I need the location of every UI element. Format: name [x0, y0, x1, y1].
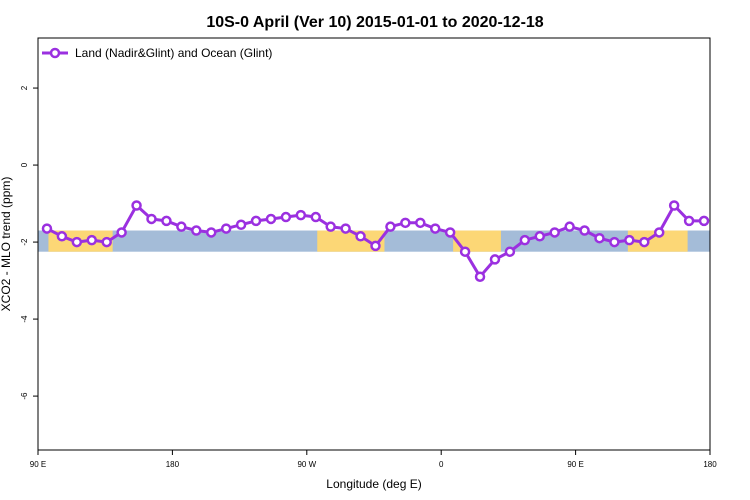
data-point [534, 231, 546, 242]
data-point [280, 211, 292, 223]
data-point [146, 213, 157, 225]
data-point [116, 227, 127, 238]
y-tick-label: 2 [20, 85, 29, 90]
series-layer [41, 200, 710, 282]
y-tick-label: -2 [20, 238, 29, 246]
x-tick-label: 90 E [30, 460, 46, 469]
data-point [131, 200, 142, 211]
land-segment [317, 230, 385, 252]
data-point [205, 227, 217, 238]
data-point [176, 221, 187, 232]
data-point [459, 246, 471, 257]
chart-title: 10S-0 April (Ver 10) 2015-01-01 to 2020-… [206, 14, 543, 31]
data-point [609, 236, 620, 248]
y-tick-label: -6 [20, 392, 29, 400]
data-point [71, 236, 83, 248]
data-point [594, 232, 605, 244]
data-point [579, 225, 590, 236]
data-point [639, 236, 650, 248]
data-point [340, 223, 351, 234]
data-point [444, 227, 456, 238]
x-tick-label: 180 [166, 460, 180, 469]
data-point [698, 215, 710, 227]
data-point [385, 221, 396, 232]
data-point [474, 271, 486, 282]
legend-marker [49, 47, 61, 59]
data-point [41, 223, 53, 234]
data-point [161, 215, 172, 227]
plot-frame [37, 37, 711, 451]
x-tick-label: 180 [703, 460, 717, 469]
data-point [400, 217, 411, 229]
data-point [101, 236, 112, 248]
data-point [504, 246, 516, 257]
x-tick-label: 90 W [297, 460, 316, 469]
data-point [265, 213, 277, 225]
y-axis-label: XCO2 - MLO trend (ppm) [0, 177, 13, 312]
data-point [549, 227, 560, 238]
data-point [86, 234, 98, 246]
x-axis: 90 E 180 90 W 0 90 E 180 [30, 450, 717, 469]
data-point [235, 219, 247, 230]
x-tick-label: 0 [439, 460, 444, 469]
y-axis: 2 0 -2 -4 -6 [20, 85, 38, 400]
data-point [295, 209, 307, 221]
data-point [668, 200, 680, 211]
land-segment [453, 230, 501, 252]
data-point [325, 221, 336, 232]
data-point [683, 215, 695, 227]
y-tick-label: 0 [20, 162, 29, 167]
data-point [220, 223, 232, 234]
x-axis-label: Longitude (deg E) [326, 477, 421, 491]
data-point [56, 231, 68, 242]
data-point [250, 215, 262, 227]
data-point [489, 254, 501, 265]
y-tick-label: -4 [20, 315, 29, 323]
data-point [355, 231, 366, 242]
data-point [564, 221, 575, 232]
data-point [519, 234, 531, 246]
data-point [653, 227, 665, 238]
data-point [191, 225, 202, 236]
data-point [370, 240, 381, 252]
data-point [310, 211, 322, 223]
x-tick-label: 90 E [567, 460, 583, 469]
legend-label: Land (Nadir&Glint) and Ocean (Glint) [75, 46, 272, 60]
data-point [429, 223, 441, 234]
legend: Land (Nadir&Glint) and Ocean (Glint) [42, 46, 272, 60]
data-point [415, 217, 426, 229]
data-point [624, 234, 635, 246]
